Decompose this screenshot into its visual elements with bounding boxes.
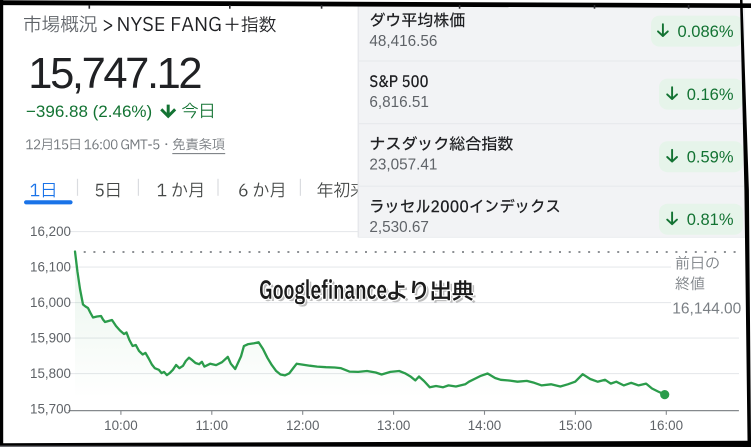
svg-text:16,200: 16,200 (30, 224, 71, 239)
svg-text:12:00: 12:00 (286, 418, 320, 433)
svg-text:0.16%: 0.16% (687, 86, 734, 104)
svg-text:15,900: 15,900 (30, 331, 71, 346)
svg-text:14:00: 14:00 (468, 418, 502, 433)
svg-text:15,747.12: 15,747.12 (28, 50, 200, 98)
svg-text:10:00: 10:00 (104, 418, 138, 433)
svg-text:0.59%: 0.59% (687, 148, 734, 166)
svg-text:16,144.00: 16,144.00 (672, 301, 741, 318)
svg-text:23,057.41: 23,057.41 (369, 157, 437, 174)
svg-text:15,800: 15,800 (30, 366, 71, 381)
svg-text:2,530.67: 2,530.67 (369, 219, 429, 236)
svg-text:0.086%: 0.086% (678, 23, 734, 41)
svg-text:15,700: 15,700 (30, 402, 71, 417)
svg-text:48,416.56: 48,416.56 (369, 33, 437, 50)
svg-text:−396.88 (2.46%): −396.88 (2.46%) (26, 102, 152, 121)
svg-text:15:00: 15:00 (559, 418, 593, 433)
svg-text:6,816.51: 6,816.51 (369, 94, 429, 111)
svg-text:0.81%: 0.81% (687, 211, 734, 229)
svg-text:16:00: 16:00 (650, 418, 684, 433)
svg-text:16,000: 16,000 (30, 295, 71, 310)
svg-text:13:00: 13:00 (377, 418, 411, 433)
svg-text:16,100: 16,100 (30, 260, 71, 275)
svg-text:11:00: 11:00 (196, 418, 229, 433)
